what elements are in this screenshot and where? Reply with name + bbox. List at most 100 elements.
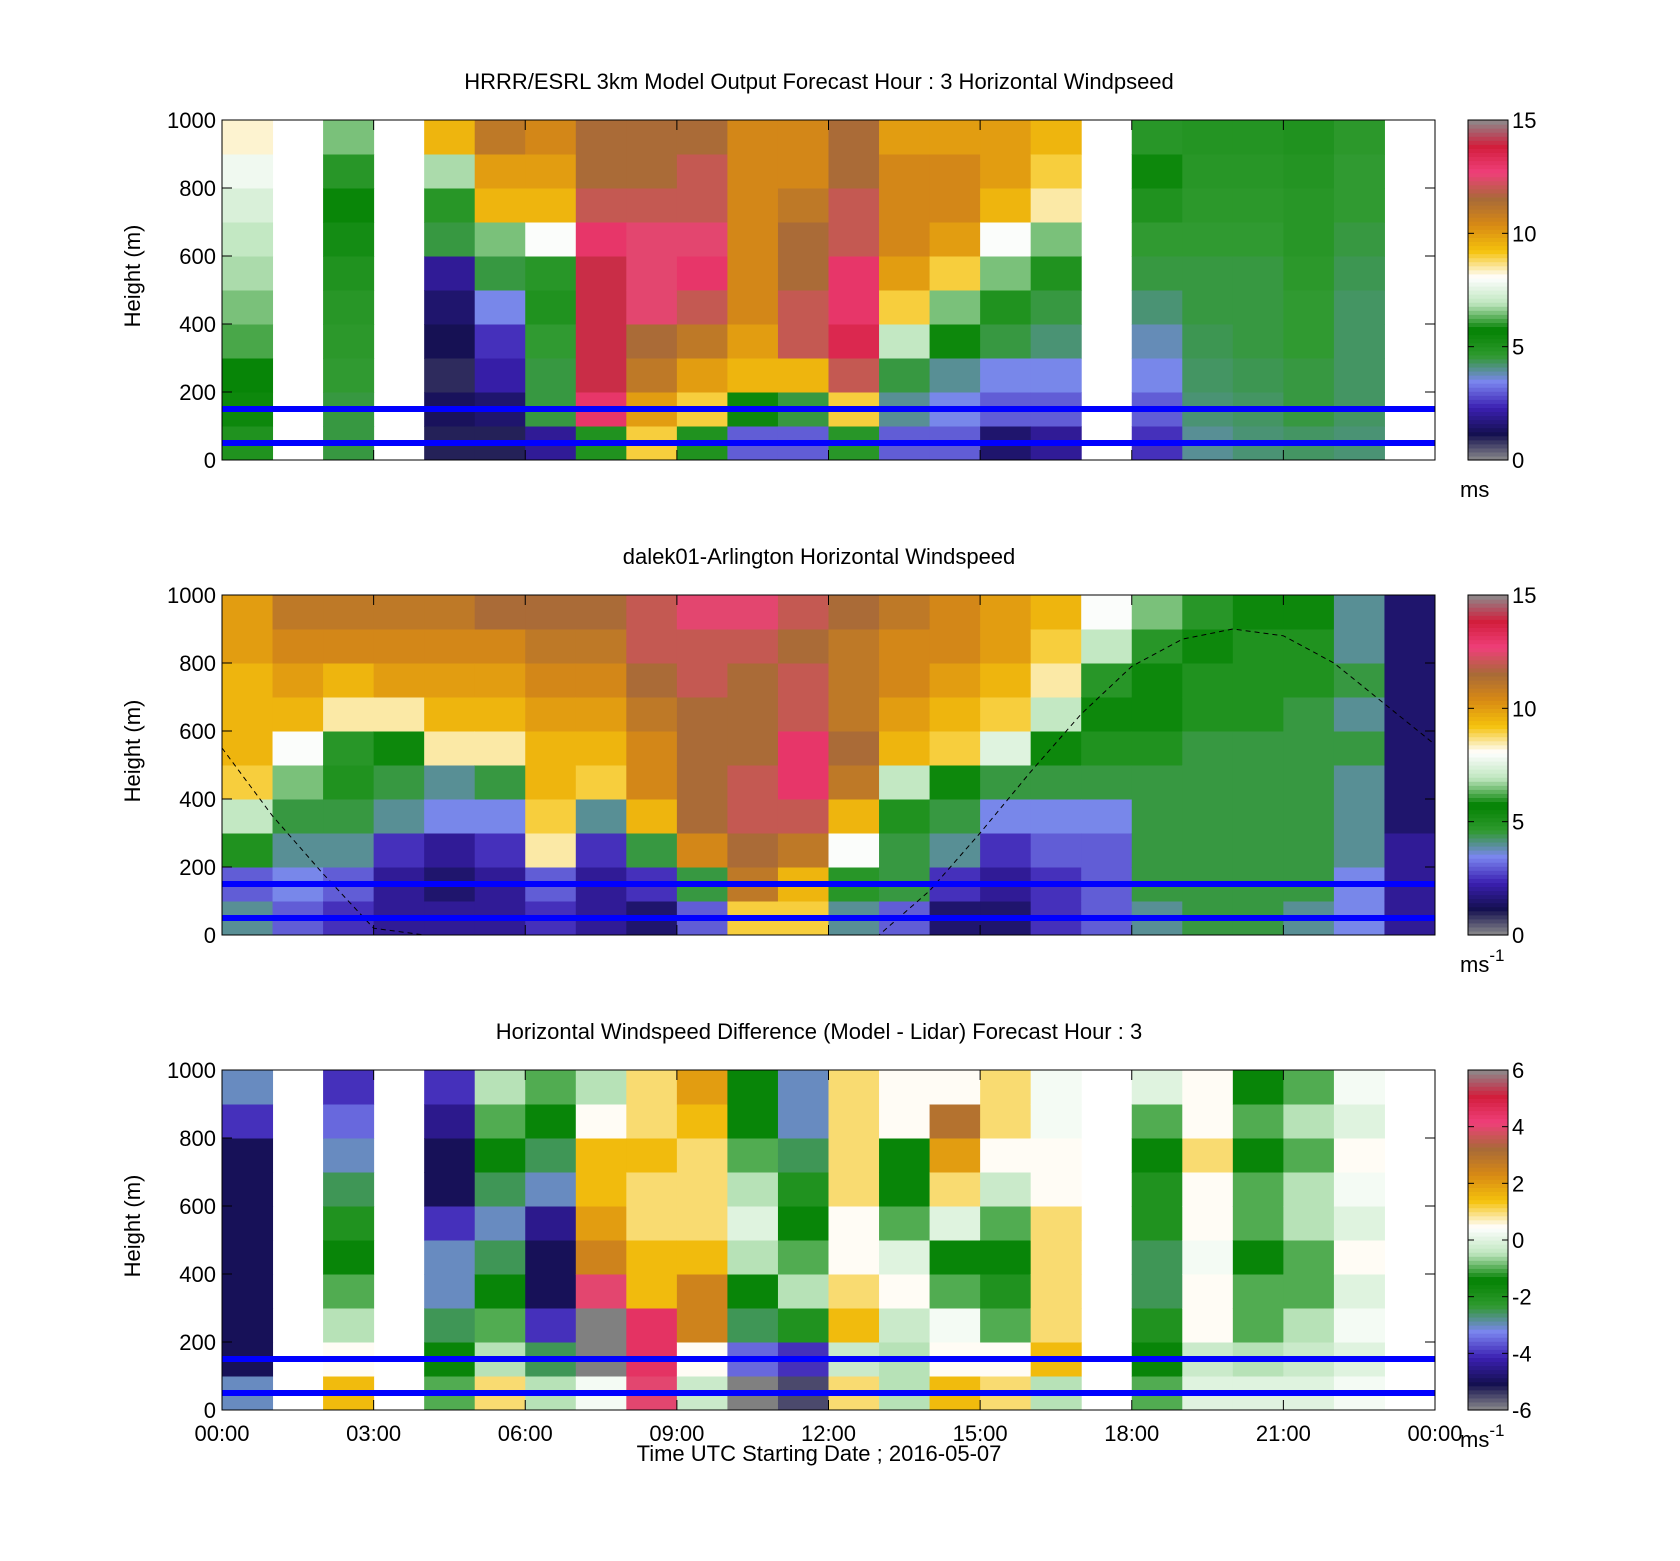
heatmap-cell bbox=[525, 1138, 577, 1173]
heatmap-cell bbox=[777, 663, 829, 698]
colorbar-segment bbox=[1468, 322, 1508, 328]
panel-lidar: dalek01-Arlington Horizontal Windspeed H… bbox=[120, 544, 1536, 977]
y-tick-label: 400 bbox=[179, 312, 216, 337]
heatmap-cell bbox=[1182, 1070, 1234, 1105]
colorbar-segment bbox=[1468, 1252, 1508, 1257]
heatmap-cell bbox=[1283, 256, 1335, 291]
colorbar-segment bbox=[1468, 1187, 1508, 1193]
colorbar-unit: ms bbox=[1460, 477, 1489, 502]
colorbar-segment bbox=[1468, 817, 1508, 823]
heatmap-cell bbox=[424, 1172, 476, 1207]
heatmap-cell bbox=[1232, 324, 1284, 359]
heatmap-cell bbox=[980, 833, 1032, 868]
heatmap-cell bbox=[1182, 188, 1234, 223]
heatmap-cell bbox=[1283, 697, 1335, 732]
heatmap-cell bbox=[424, 731, 476, 766]
heatmap-cell bbox=[777, 697, 829, 732]
heatmap-cell bbox=[1030, 1138, 1082, 1173]
heatmap-cell bbox=[980, 1206, 1032, 1241]
heatmap-cell bbox=[424, 1138, 476, 1173]
heatmap-cell bbox=[323, 765, 375, 800]
x-tick-label: 00:00 bbox=[1407, 1421, 1462, 1446]
colorbar-segment bbox=[1468, 1361, 1508, 1367]
heatmap-cell bbox=[1081, 765, 1133, 800]
heatmap-cell bbox=[777, 1172, 829, 1207]
heatmap-cell bbox=[323, 1274, 375, 1309]
colorbar-segment bbox=[1468, 1296, 1508, 1302]
colorbar-segment bbox=[1468, 805, 1508, 811]
heatmap-cell bbox=[1283, 833, 1335, 868]
colorbar-segment bbox=[1468, 1183, 1508, 1188]
heatmap-cell bbox=[626, 731, 678, 766]
heatmap-cell bbox=[828, 765, 880, 800]
heatmap-cell bbox=[575, 1138, 627, 1173]
colorbar-segment bbox=[1468, 1369, 1508, 1375]
heatmap-cell bbox=[828, 1308, 880, 1343]
colorbar-segment bbox=[1468, 1405, 1508, 1411]
heatmap-cell bbox=[525, 154, 577, 189]
heatmap-cell bbox=[1131, 1070, 1183, 1105]
heatmap-cell bbox=[626, 324, 678, 359]
heatmap-cell bbox=[323, 1070, 375, 1105]
heatmap-cell bbox=[525, 1172, 577, 1207]
colorbar-segment bbox=[1468, 156, 1508, 162]
heatmap-cell bbox=[929, 697, 981, 732]
heatmap-cell bbox=[424, 595, 476, 630]
heatmap-cell bbox=[676, 188, 728, 223]
heatmap-cell bbox=[1030, 1206, 1082, 1241]
colorbar-segment bbox=[1468, 647, 1508, 653]
heatmap-cell bbox=[575, 765, 627, 800]
heatmap-cell bbox=[1030, 629, 1082, 664]
heatmap-cell bbox=[828, 154, 880, 189]
heatmap-cell bbox=[1283, 765, 1335, 800]
heatmap-cell bbox=[626, 1172, 678, 1207]
colorbar-segment bbox=[1468, 1393, 1508, 1399]
colorbar-segment bbox=[1468, 314, 1508, 319]
heatmap-cell bbox=[1182, 1206, 1234, 1241]
colorbar-tick-label: 0 bbox=[1512, 923, 1524, 948]
heatmap-cell bbox=[777, 595, 829, 630]
heatmap-cell bbox=[727, 154, 779, 189]
heatmap-cell bbox=[474, 256, 526, 291]
heatmap-cell bbox=[929, 765, 981, 800]
colorbar-segment bbox=[1468, 1341, 1508, 1346]
heatmap-cell bbox=[474, 1104, 526, 1139]
colorbar-segment bbox=[1468, 1304, 1508, 1310]
colorbar-segment bbox=[1468, 1320, 1508, 1326]
colorbar-segment bbox=[1468, 1227, 1508, 1233]
heatmap-cell bbox=[323, 833, 375, 868]
heatmap-cell bbox=[1232, 1138, 1284, 1173]
heatmap-cell bbox=[1081, 663, 1133, 698]
heatmap-cell bbox=[323, 154, 375, 189]
heatmap-cell bbox=[222, 731, 274, 766]
colorbar-segment bbox=[1468, 1337, 1508, 1342]
colorbar-tick-label: 10 bbox=[1512, 221, 1536, 246]
colorbar-segment bbox=[1468, 1159, 1508, 1164]
heatmap-cell bbox=[474, 290, 526, 325]
heatmap-cell bbox=[424, 1274, 476, 1309]
heatmap-cell bbox=[222, 1172, 274, 1207]
heatmap-cell bbox=[1131, 324, 1183, 359]
heatmap-cell bbox=[727, 731, 779, 766]
heatmap-cell bbox=[1232, 256, 1284, 291]
heatmap-cell bbox=[1232, 799, 1284, 834]
y-tick-label: 0 bbox=[204, 923, 216, 948]
heatmap-cell bbox=[1333, 188, 1385, 223]
colorbar-segment bbox=[1468, 692, 1508, 697]
heatmap-cell bbox=[323, 663, 375, 698]
colorbar-segment bbox=[1468, 379, 1508, 384]
heatmap-cell bbox=[777, 1070, 829, 1105]
colorbar-segment bbox=[1468, 1397, 1508, 1403]
colorbar-segment bbox=[1468, 611, 1508, 616]
heatmap-cell bbox=[879, 1308, 931, 1343]
heatmap-cell bbox=[323, 290, 375, 325]
colorbar-segment bbox=[1468, 712, 1508, 718]
heatmap-cell bbox=[929, 595, 981, 630]
colorbar-segment bbox=[1468, 866, 1508, 871]
colorbar-segment bbox=[1468, 631, 1508, 637]
heatmap-cell bbox=[1384, 697, 1436, 732]
heatmap-cell bbox=[929, 1070, 981, 1105]
colorbar-segment bbox=[1468, 906, 1508, 912]
heatmap-cell bbox=[1283, 1172, 1335, 1207]
colorbar-segment bbox=[1468, 1098, 1508, 1103]
